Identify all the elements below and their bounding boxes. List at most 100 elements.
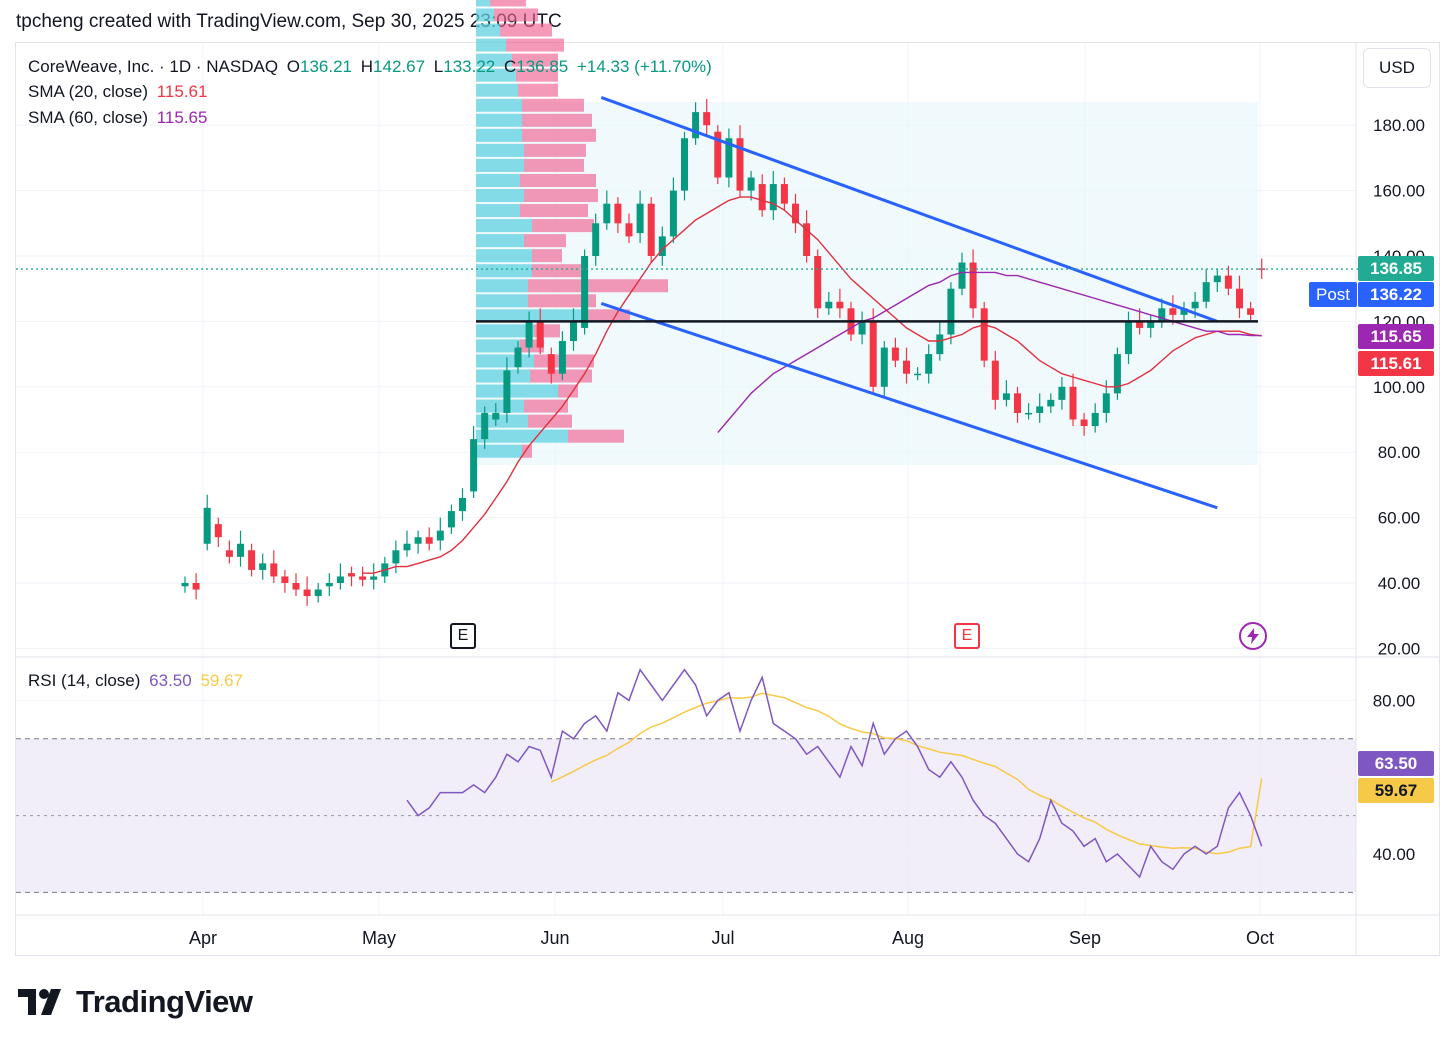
- vp-up-bar: [476, 219, 532, 233]
- candlestick-series: [181, 99, 1266, 606]
- post-price-tag: 136.22: [1358, 282, 1434, 307]
- vp-up-bar: [476, 414, 528, 428]
- vp-up-bar: [476, 158, 524, 172]
- currency-button[interactable]: USD: [1363, 48, 1431, 88]
- lightning-icon[interactable]: [1239, 622, 1267, 650]
- rsi-tick-label: 40.00: [1373, 845, 1416, 864]
- symbol-title: CoreWeave, Inc. · 1D · NASDAQ: [28, 57, 279, 76]
- overlays: [16, 95, 1358, 574]
- vp-down-bar: [516, 68, 558, 82]
- vp-up-bar: [476, 249, 532, 263]
- vp-up-bar: [476, 444, 522, 458]
- candle-body: [581, 256, 589, 328]
- price-tick-label: 60.00: [1378, 509, 1421, 528]
- chart-caption: tpcheng created with TradingView.com, Se…: [16, 11, 562, 32]
- vp-down-bar: [520, 204, 588, 218]
- candle-body: [1224, 275, 1232, 289]
- sma60-legend[interactable]: SMA (60, close) 115.65: [28, 108, 211, 128]
- candle-body: [181, 583, 189, 587]
- vp-down-bar: [522, 98, 584, 112]
- rsi-pane: [16, 668, 1356, 893]
- candle-body: [570, 321, 577, 342]
- vp-up-bar: [476, 68, 516, 82]
- vp-up-bar: [476, 369, 530, 383]
- candle-body: [758, 184, 766, 211]
- candle-body: [1136, 321, 1144, 328]
- candle-body: [558, 341, 566, 374]
- vp-down-bar: [528, 279, 668, 293]
- candle-body: [1025, 412, 1033, 415]
- vp-up-bar: [476, 324, 534, 338]
- candle-body: [625, 223, 633, 237]
- candle-body: [1191, 301, 1199, 309]
- tradingview-logo[interactable]: TradingView: [18, 984, 253, 1020]
- candle-body: [192, 583, 200, 590]
- h-label: H: [360, 57, 374, 76]
- candle-body: [792, 203, 799, 224]
- c-label: C: [503, 57, 517, 76]
- candle-body: [991, 360, 999, 400]
- vp-down-bar: [524, 143, 586, 157]
- vp-up-bar: [476, 53, 512, 67]
- rsi-legend[interactable]: RSI (14, close) 63.50 59.67: [28, 671, 247, 691]
- change-value: +14.33 (+11.70%): [576, 57, 712, 76]
- candle-body: [1002, 393, 1010, 400]
- brand-name: TradingView: [76, 984, 253, 1019]
- candle-body: [1236, 288, 1243, 309]
- vp-up-bar: [476, 173, 520, 187]
- vp-down-bar: [524, 399, 568, 413]
- candle-body: [614, 203, 622, 224]
- price-tick-label: 20.00: [1378, 639, 1421, 658]
- vp-down-bar: [524, 188, 598, 203]
- rsi-line: [406, 668, 1263, 879]
- candle-body: [969, 262, 977, 309]
- candle-body: [1158, 308, 1166, 322]
- candle-body: [336, 576, 344, 583]
- vp-up-bar: [476, 384, 558, 398]
- candle-body: [592, 223, 600, 256]
- candle-body: [1125, 321, 1132, 355]
- candle-body: [803, 223, 811, 256]
- vp-up-bar: [476, 354, 534, 368]
- sma20-line: [362, 196, 1262, 574]
- vp-up-bar: [476, 23, 500, 37]
- vp-up-bar: [476, 38, 506, 52]
- ohlc-open: O136.21: [287, 57, 352, 76]
- vp-down-bar: [522, 113, 592, 127]
- earnings-marker-next[interactable]: E: [954, 623, 980, 649]
- candle-body: [1113, 354, 1121, 394]
- candle-body: [658, 236, 666, 256]
- o-value: 136.21: [300, 57, 353, 76]
- price-tick-label: 180.00: [1373, 116, 1425, 135]
- vp-down-bar: [494, 8, 538, 22]
- candle-body: [503, 370, 511, 413]
- lightning-glyph: [1247, 628, 1259, 644]
- earnings-marker-past[interactable]: E: [450, 623, 476, 649]
- candle-body: [425, 537, 433, 544]
- candle-body: [292, 583, 300, 590]
- sma20-legend[interactable]: SMA (20, close) 115.61: [28, 82, 211, 102]
- candle-body: [914, 373, 922, 376]
- l-value: 133.22: [443, 57, 496, 76]
- candle-body: [1180, 308, 1188, 315]
- candle-body: [736, 138, 744, 191]
- vp-up-bar: [476, 128, 522, 142]
- rsi-tick-label: 80.00: [1373, 691, 1416, 710]
- candle-body: [547, 354, 555, 374]
- vp-down-bar: [490, 0, 526, 7]
- vp-down-bar: [500, 23, 552, 37]
- vp-down-bar: [588, 309, 630, 323]
- candle-body: [325, 583, 333, 587]
- candle-body: [869, 321, 877, 387]
- rsi-value: 63.50: [149, 671, 192, 690]
- vp-down-bar: [532, 264, 586, 278]
- time-tick-label: Apr: [189, 928, 217, 948]
- candle-body: [836, 301, 844, 309]
- candle-body: [536, 321, 544, 348]
- time-tick-label: Aug: [892, 928, 924, 948]
- candle-body: [1147, 321, 1155, 328]
- candle-body: [925, 354, 933, 374]
- post-label: Post: [1309, 282, 1357, 307]
- price-tick-label: 160.00: [1373, 182, 1425, 201]
